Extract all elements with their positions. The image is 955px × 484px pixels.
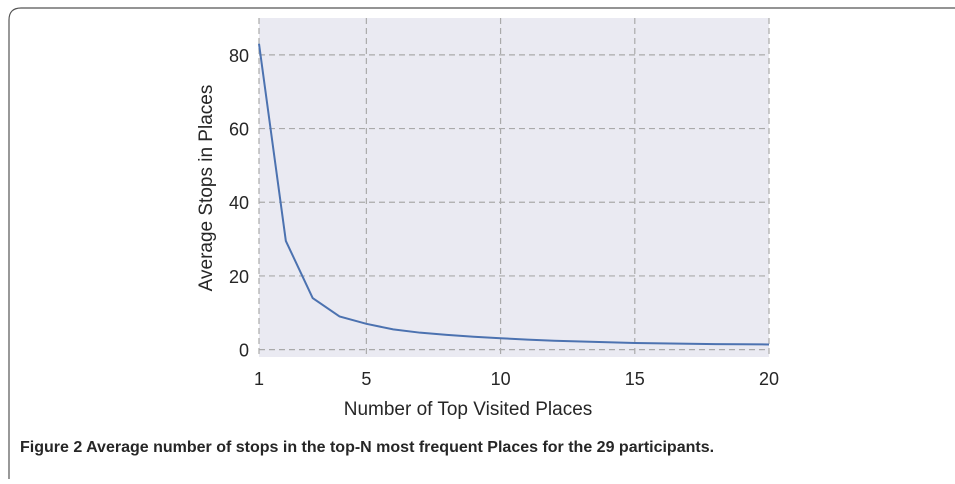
caption: Figure 2 Average number of stops in the … bbox=[20, 439, 714, 456]
line bbox=[258, 43, 770, 346]
y-axis-label: Average Stops in Places bbox=[196, 85, 217, 292]
x-tick-label: 10 bbox=[491, 369, 511, 389]
y-tick-label: 40 bbox=[229, 193, 249, 213]
plot-background bbox=[259, 18, 769, 357]
y-tick-label: 80 bbox=[229, 46, 249, 66]
x-axis-label: Number of Top Visited Places bbox=[344, 399, 593, 420]
x-tick-label: 1 bbox=[254, 369, 264, 389]
x-tick-label: 20 bbox=[759, 369, 779, 389]
x-tick-label: 15 bbox=[625, 369, 645, 389]
y-tick-label: 60 bbox=[229, 120, 249, 140]
y-tick-label: 0 bbox=[239, 341, 249, 361]
y-tick-label: 20 bbox=[229, 267, 249, 287]
frame bbox=[8, 7, 955, 479]
x-tick-label: 5 bbox=[361, 369, 371, 389]
